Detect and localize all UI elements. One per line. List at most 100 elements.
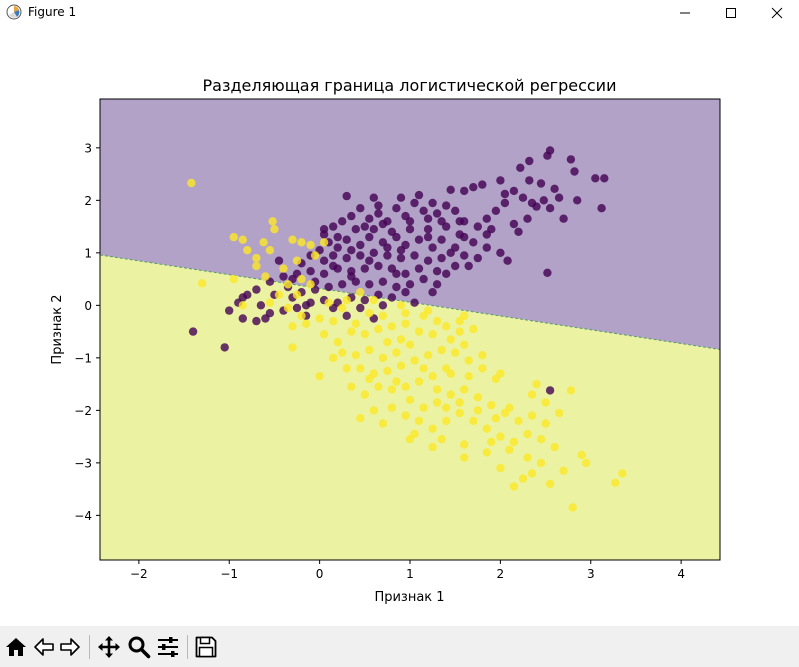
scatter-point-class-1 [369,406,378,415]
scatter-point-class-1 [378,353,388,363]
configure-subplots-button[interactable] [155,634,181,660]
scatter-point-class-0 [347,211,356,221]
scatter-point-class-0 [274,256,284,265]
scatter-point-class-0 [446,185,455,194]
scatter-point-class-0 [514,227,523,236]
scatter-point-class-1 [283,303,293,313]
scatter-point-class-0 [351,225,360,234]
scatter-point-class-0 [338,217,347,226]
scatter-point-class-1 [315,314,324,323]
scatter-point-class-0 [509,219,519,229]
scatter-point-class-1 [292,290,302,299]
scatter-point-class-1 [536,435,546,444]
scatter-point-class-0 [392,232,401,242]
scatter-point-class-1 [356,414,365,423]
scatter-point-class-1 [187,178,196,188]
scatter-point-class-0 [396,253,406,263]
scatter-point-class-1 [541,419,550,428]
scatter-point-class-1 [365,374,374,384]
scatter-point-class-0 [446,248,455,257]
zoom-button[interactable] [126,634,152,660]
scatter-point-class-0 [369,248,378,257]
scatter-point-class-0 [482,214,491,223]
scatter-point-class-1 [527,390,537,399]
scatter-point-class-1 [288,235,297,244]
scatter-point-class-0 [437,235,446,244]
navigation-toolbar [0,626,799,667]
x-tick-label: −1 [220,567,238,581]
scatter-point-class-0 [342,235,351,244]
scatter-point-class-1 [491,414,501,423]
scatter-point-class-1 [428,424,437,433]
scatter-point-class-1 [618,469,627,478]
scatter-point-class-1 [396,301,406,310]
scatter-point-class-1 [252,261,261,271]
close-button[interactable] [754,0,799,26]
scatter-point-class-1 [292,256,302,265]
scatter-point-class-1 [315,372,324,381]
figure-canvas: Разделяющая граница логистической регрес… [0,26,799,626]
scatter-point-class-1 [460,385,469,394]
scatter-point-class-0 [405,280,415,289]
scatter-point-class-1 [582,458,591,468]
y-tick-label: −2 [74,404,92,418]
y-tick-label: −1 [74,351,92,365]
scatter-point-class-1 [414,377,424,386]
pan-button[interactable] [96,634,122,660]
scatter-point-class-0 [442,201,451,210]
scatter-point-class-0 [356,240,365,250]
forward-button[interactable] [57,634,83,660]
scatter-point-class-1 [437,435,446,444]
scatter-point-class-0 [329,251,338,260]
y-tick-label: −4 [74,509,92,523]
save-button[interactable] [193,634,219,660]
scatter-point-class-1 [265,246,275,255]
scatter-point-class-0 [392,269,401,278]
scatter-point-class-0 [365,280,374,289]
scatter-point-class-0 [252,316,261,326]
scatter-point-class-1 [473,393,482,402]
scatter-point-class-0 [319,256,329,265]
scatter-point-class-0 [396,246,406,255]
scatter-point-class-0 [478,180,487,189]
y-tick-label: 0 [84,299,92,313]
scatter-point-class-1 [405,435,415,444]
scatter-point-class-0 [338,280,347,289]
scatter-point-class-0 [527,198,537,208]
scatter-point-class-1 [347,327,356,336]
home-icon [6,638,26,656]
scatter-point-class-1 [446,335,455,344]
minimize-button[interactable] [662,0,708,26]
scatter-point-class-1 [566,386,576,395]
maximize-button[interactable] [708,0,754,26]
scatter-point-class-0 [432,267,442,276]
scatter-point-class-1 [523,429,532,439]
home-button[interactable] [3,634,29,660]
scatter-point-class-0 [347,246,356,255]
scatter-point-class-1 [527,469,537,478]
scatter-point-class-0 [516,163,525,172]
back-button[interactable] [31,634,57,660]
scatter-point-class-1 [297,311,306,320]
scatter-point-class-1 [365,345,374,355]
scatter-point-class-1 [351,351,360,360]
scatter-point-class-0 [423,225,433,234]
scatter-point-class-0 [543,151,552,160]
scatter-point-class-0 [405,225,415,234]
scatter-point-class-0 [432,280,442,289]
scatter-point-class-0 [455,217,464,226]
scatter-point-class-1 [288,322,297,331]
scatter-point-class-0 [469,183,478,192]
configure-subplots-icon [158,637,178,657]
scatter-point-class-0 [225,306,234,315]
scatter-point-class-1 [396,361,406,370]
scatter-point-class-0 [473,253,482,263]
scatter-point-class-1 [446,369,455,378]
scatter-point-class-0 [500,189,510,199]
scatter-point-class-0 [423,256,433,265]
scatter-point-class-1 [243,246,252,255]
scatter-point-class-0 [419,274,428,284]
scatter-point-class-0 [442,269,451,278]
scatter-point-class-0 [220,343,229,352]
scatter-point-class-1 [482,424,491,433]
